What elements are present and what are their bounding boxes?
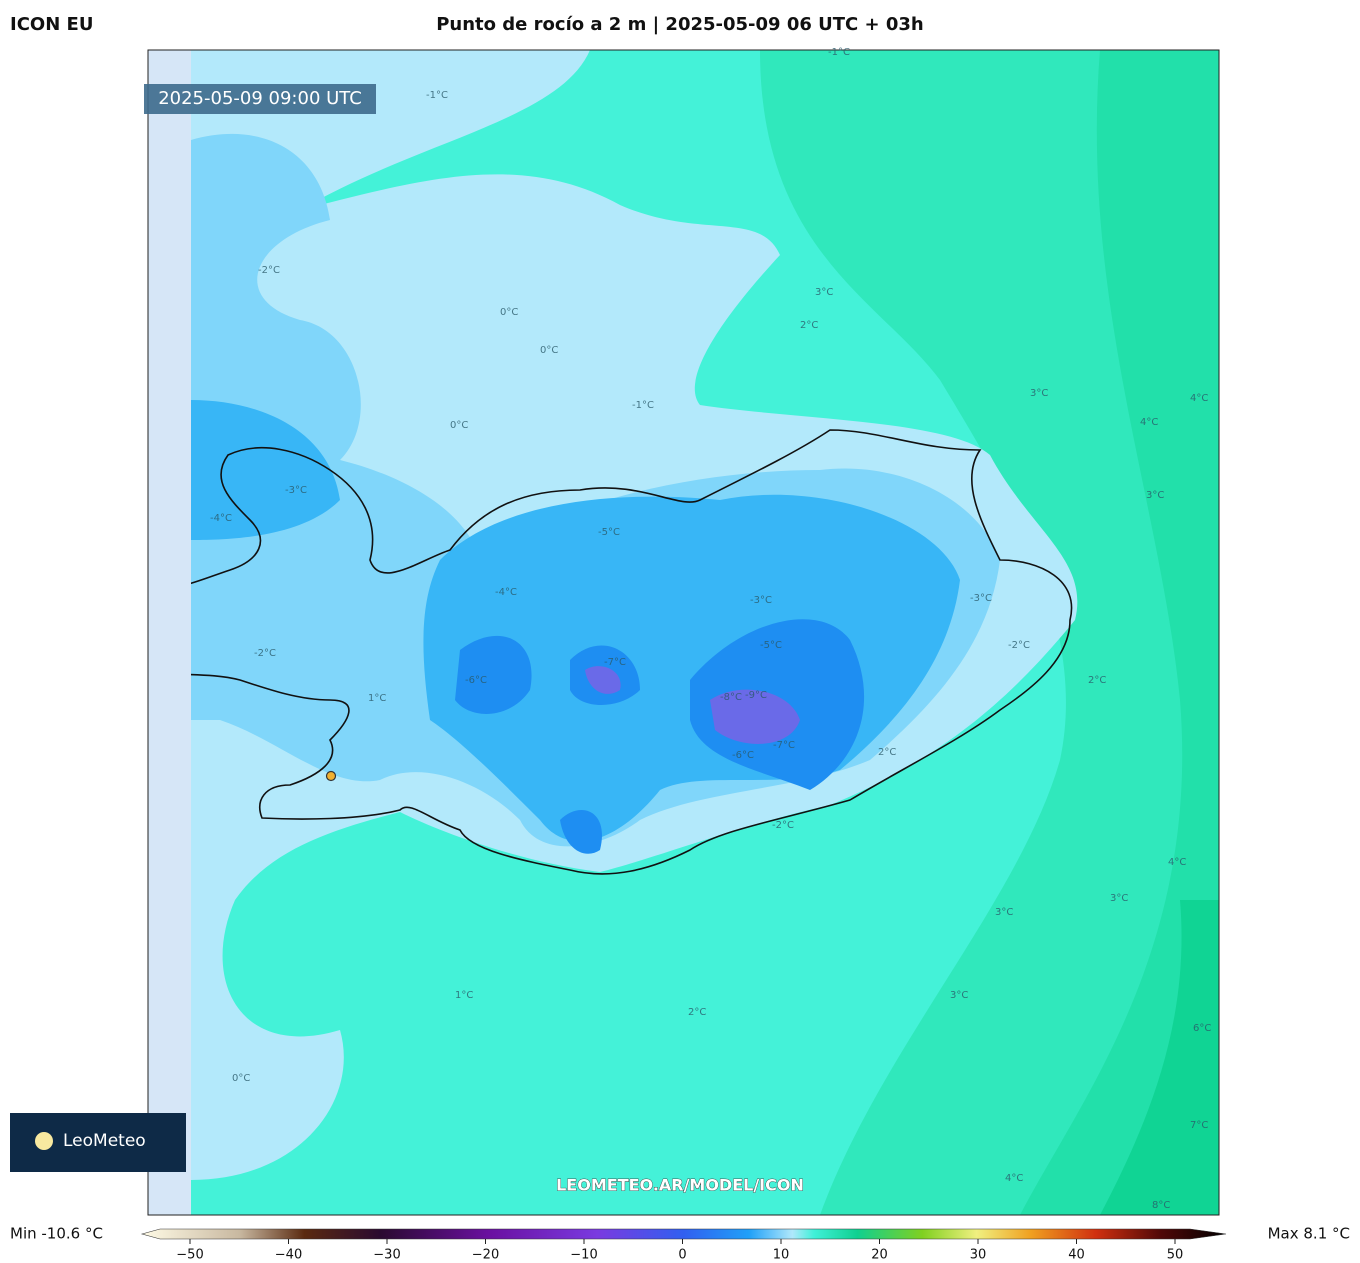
contour-label: 3°C [1030, 388, 1048, 399]
colorbar-tick-label: 30 [970, 1248, 987, 1263]
colorbar-tick-label: 0 [678, 1248, 686, 1263]
warm-zone [760, 50, 1219, 1215]
contour-label: -8°C [720, 692, 742, 703]
contour-label: 1°C [455, 990, 473, 1001]
colorbar-tick-label: −10 [570, 1248, 597, 1263]
contour-label: -1°C [828, 47, 850, 58]
contour-label: 7°C [1190, 1120, 1208, 1131]
contour-label: -7°C [604, 657, 626, 668]
map-frame [147, 49, 1220, 1216]
timestamp: 2025-05-09 09:00 UTC [158, 88, 362, 109]
contour-label: 8°C [1152, 1200, 1170, 1211]
colorbar-tick-label: 20 [871, 1248, 888, 1263]
contour-label: -2°C [772, 820, 794, 831]
contour-label: 4°C [1190, 393, 1208, 404]
logo-sun [35, 1132, 53, 1150]
contour-label: 0°C [500, 307, 518, 318]
contour-label: 2°C [688, 1007, 706, 1018]
contour-label: -2°C [258, 265, 280, 276]
coastline [148, 429, 1073, 875]
contour-label: 3°C [1110, 893, 1128, 904]
contour-label: 4°C [1005, 1173, 1023, 1184]
contour-label: -1°C [632, 400, 654, 411]
colorbar-tick-label: −40 [275, 1248, 302, 1263]
max-label: Max 8.1 °C [1268, 1225, 1350, 1243]
contour-label: -6°C [732, 750, 754, 761]
contour-label: 6°C [1193, 1023, 1211, 1034]
contour-label: -4°C [495, 587, 517, 598]
contour-label: 1°C [368, 693, 386, 704]
contour-label: -6°C [465, 675, 487, 686]
contour-label: 2°C [878, 747, 896, 758]
contour-label: 3°C [815, 287, 833, 298]
contour-label: 0°C [232, 1073, 250, 1084]
min-label: Min -10.6 °C [10, 1225, 103, 1243]
contour-label: 4°C [1168, 857, 1186, 868]
timestamp-box [144, 84, 376, 114]
cold-core [455, 619, 865, 854]
colorbar-tick-label: −50 [176, 1248, 203, 1263]
contour-label: 3°C [950, 990, 968, 1001]
colorbar-tick-label: −30 [373, 1248, 400, 1263]
contour-label: -3°C [285, 485, 307, 496]
map [148, 50, 1219, 1215]
left-strip [148, 50, 191, 1215]
contour-label: -3°C [750, 595, 772, 606]
colorbar-tick-label: 50 [1167, 1248, 1184, 1263]
contour-label: 0°C [450, 420, 468, 431]
contour-label: 3°C [995, 907, 1013, 918]
contour-label: -4°C [210, 513, 232, 524]
contour-label: -1°C [426, 90, 448, 101]
contour-label: 3°C [1146, 490, 1164, 501]
colorbar-ticks: −50 −40 −30 −20 −10 0 10 20 30 40 50 [176, 1239, 1183, 1263]
colorbar-tick-label: 40 [1068, 1248, 1085, 1263]
warm-zone [1100, 900, 1219, 1215]
contour-label: 2°C [800, 320, 818, 331]
watermark: LEOMETEO.AR/MODEL/ICON [556, 1176, 804, 1195]
contour-label: -5°C [598, 527, 620, 538]
model-name: ICON EU [10, 14, 93, 35]
colorbar-tick-label: −20 [472, 1248, 499, 1263]
colorbar-tick-label: 10 [773, 1248, 790, 1263]
contour-label: -3°C [970, 593, 992, 604]
colorbar [140, 1228, 1227, 1240]
contour-label: -5°C [760, 640, 782, 651]
contour-labels: -1°C -2°C -1°C 0°C 0°C 0°C -3°C -4°C -5°… [210, 47, 1211, 1211]
contour-label: 0°C [540, 345, 558, 356]
contour-label: -7°C [773, 740, 795, 751]
contour-label: -2°C [1008, 640, 1030, 651]
contour-label: 2°C [1088, 675, 1106, 686]
cold-core [585, 666, 800, 744]
contour-label: -2°C [254, 648, 276, 659]
location-dot [325, 770, 337, 782]
contour-label: -9°C [745, 690, 767, 701]
map-title: Punto de rocío a 2 m | 2025-05-09 06 UTC… [436, 14, 924, 35]
warm-zone [1020, 50, 1219, 1215]
logo-text: LeoMeteo [63, 1131, 146, 1151]
contour-label: 4°C [1140, 417, 1158, 428]
